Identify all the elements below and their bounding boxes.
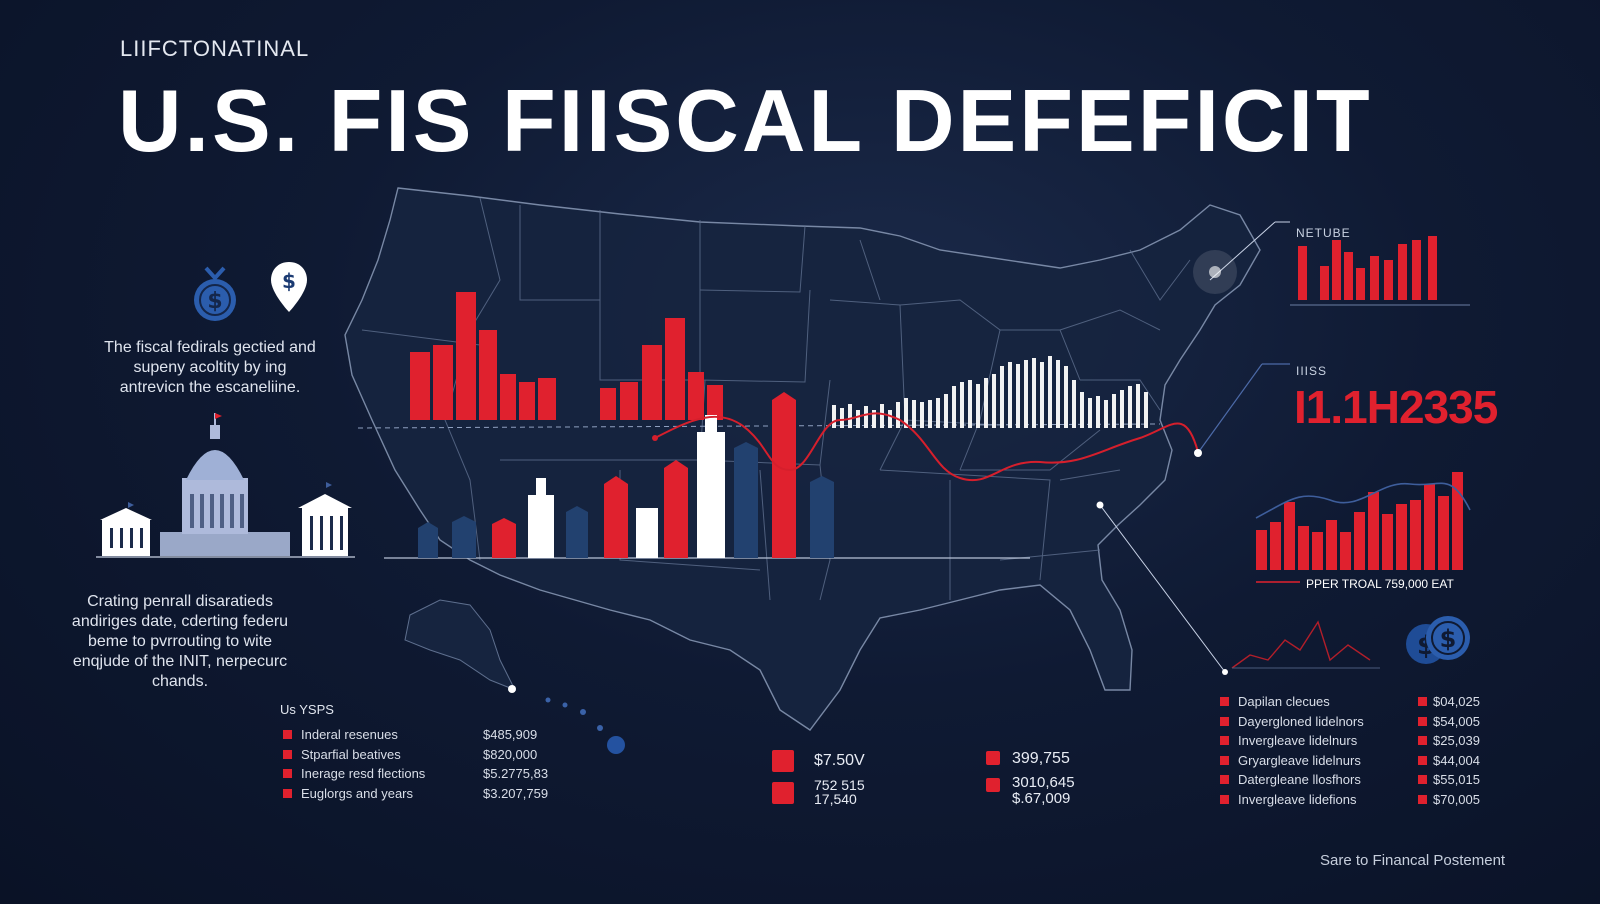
svg-text:$: $ — [1440, 625, 1457, 653]
page-title: U.S. FIS FIISCAL DEFEFICIT — [118, 71, 1373, 170]
big-number: I1.1H2335 — [1294, 381, 1498, 433]
connector-line-top — [1209, 221, 1276, 281]
item-label: Inerage resd flections — [301, 766, 426, 782]
item-value: $25,039 — [1433, 733, 1480, 749]
legend-swatch — [1418, 794, 1427, 804]
connector-line — [1199, 363, 1263, 451]
stat-b-line1: 752 515 — [814, 777, 865, 793]
sparkline — [1231, 620, 1371, 669]
central-bar-group — [600, 318, 723, 420]
item-label: Dapilan clecues — [1238, 694, 1330, 710]
item-label: Inderal resenues — [301, 727, 398, 743]
middle-stats: $7.50V 752 515 17,540 399,755 3010,645 $… — [770, 748, 1110, 808]
stat-c-value: 399,755 — [1012, 750, 1070, 767]
legend-swatch — [1418, 736, 1427, 746]
list-item: Inderal resenues $485,909 — [283, 725, 563, 745]
right-list: Dapilan clecues $04,025 Dayergloned lidel… — [1220, 692, 1480, 809]
item-value: $5.2775,83 — [483, 766, 549, 782]
item-value: $820,000 — [483, 746, 538, 762]
stat-swatch — [772, 750, 794, 772]
item-value: $485,909 — [483, 727, 538, 743]
item-value: $04,025 — [1433, 694, 1480, 710]
legend-swatch — [1418, 697, 1427, 707]
list-item: Datergleane llosfhors $55,015 — [1220, 770, 1480, 790]
item-value: $70,005 — [1433, 791, 1480, 807]
ils-label: IIISS — [1296, 364, 1328, 378]
legend-swatch — [283, 788, 292, 798]
item-label: Invergleave lidefions — [1238, 791, 1357, 807]
description-text: Crating penrall disaratieds andiriges da… — [71, 593, 289, 690]
item-label: Datergleane llosfhors — [1238, 772, 1361, 788]
right-top-bars — [1298, 236, 1437, 300]
list-item: Stparfial beatives $820,000 — [283, 745, 563, 765]
stat-b-line2: 17,540 — [814, 791, 857, 807]
list-item: Dayergloned lidelnors $54,005 — [1220, 712, 1480, 732]
legend-swatch — [1220, 794, 1229, 804]
footer-text: Sare to Financal Postement — [1320, 852, 1506, 869]
stat-d-line2: $.67,009 — [1012, 790, 1071, 807]
legend-swatch — [283, 749, 292, 759]
item-label: Gryargleave lidelnurs — [1238, 752, 1361, 768]
item-label: Dayergloned lidelnors — [1238, 713, 1364, 729]
netube-label: NETUBE — [1296, 226, 1351, 240]
legend-swatch — [1418, 755, 1427, 765]
legend-swatch — [1220, 736, 1229, 746]
stat-swatch — [986, 778, 1000, 792]
legend-swatch — [1220, 697, 1229, 707]
list-item: Euglorgs and years $3.207,759 — [283, 784, 563, 804]
item-label: Invergleave lidelnurs — [1238, 733, 1358, 749]
svg-text:$: $ — [282, 269, 296, 293]
stat-swatch — [986, 751, 1000, 765]
stat-swatch — [772, 782, 794, 804]
lower-bar-group — [418, 392, 834, 558]
state-borders — [361, 197, 1191, 601]
item-value: $44,004 — [1433, 752, 1480, 768]
item-label: Euglorgs and years — [301, 785, 414, 801]
east-white-bars — [832, 356, 1148, 428]
list-item: Invergleave lidelnurs $25,039 — [1220, 731, 1480, 751]
list-item: Invergleave lidefions $70,005 — [1220, 790, 1480, 810]
us-ysps-heading: Us YSPS — [280, 702, 334, 717]
stat-a-value: $7.50V — [814, 752, 865, 769]
alaska-outline — [404, 599, 517, 691]
stat-d-line1: 3010,645 — [1012, 774, 1075, 791]
intro-text: The fiscal fedirals gectied and supeny a… — [104, 339, 316, 396]
capitol-building-icon — [96, 413, 355, 558]
legend-swatch — [283, 769, 292, 779]
hawaii-dots — [508, 685, 625, 754]
legend-swatch — [1418, 716, 1427, 726]
item-value: $55,015 — [1433, 772, 1480, 788]
us-map-outline — [344, 187, 1261, 731]
right-mid-bars — [1256, 472, 1463, 570]
item-label: Stparfial beatives — [301, 746, 401, 762]
svg-text:$: $ — [207, 289, 222, 314]
list-item: Gryargleave lidelnurs $44,004 — [1220, 751, 1480, 771]
item-value: $54,005 — [1433, 713, 1480, 729]
money-bag-icon: $ — [194, 266, 236, 321]
list-item: Dapilan clecues $04,025 — [1220, 692, 1480, 712]
legend-swatch — [1220, 775, 1229, 785]
legend-swatch — [1220, 755, 1229, 765]
header-kicker: LIIFCTONATINAL — [120, 36, 310, 61]
legend-swatch — [1418, 775, 1427, 785]
dollar-pin-icon: $ — [271, 262, 307, 312]
pper-label: PPER TROAL 759,000 EAT — [1306, 577, 1454, 591]
legend-swatch — [1220, 716, 1229, 726]
list-item: Inerage resd flections $5.2775,83 — [283, 764, 563, 784]
connector-line-bottom — [1099, 504, 1226, 673]
item-value: $3.207,759 — [483, 785, 549, 801]
dollar-coins-icon: $ $ — [1406, 616, 1470, 664]
west-bar-group — [410, 292, 556, 420]
trend-line — [654, 412, 1199, 482]
legend-swatch — [283, 730, 292, 740]
us-ysps-list: Inderal resenues $485,909 Stparfial beati… — [283, 725, 563, 803]
